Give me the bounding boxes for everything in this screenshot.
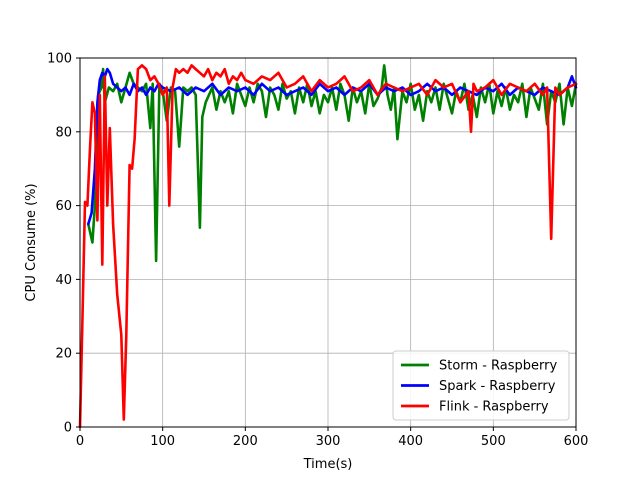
legend-label-1: Storm - Raspberry bbox=[439, 359, 557, 374]
y-tick-label: 20 bbox=[55, 347, 72, 362]
legend-box bbox=[392, 350, 570, 421]
legend-label-2: Spark - Raspberry bbox=[439, 379, 556, 394]
y-tick-label: 0 bbox=[64, 421, 72, 436]
y-tick-label: 80 bbox=[55, 125, 72, 140]
x-tick-label: 100 bbox=[150, 434, 175, 449]
y-tick-label: 60 bbox=[55, 199, 72, 214]
x-tick-label: 300 bbox=[316, 434, 341, 449]
series-layer bbox=[78, 64, 578, 429]
x-tick-label: 600 bbox=[564, 434, 589, 449]
x-axis-label: Time(s) bbox=[303, 457, 353, 472]
x-tick-label: 0 bbox=[76, 434, 84, 449]
x-tick-label: 200 bbox=[233, 434, 258, 449]
legend: Storm - Raspberry Spark - Raspberry Flink … bbox=[392, 350, 570, 421]
y-axis-label: CPU Consume (%) bbox=[24, 183, 39, 301]
x-tick-label: 500 bbox=[481, 434, 506, 449]
legend-label-3: Flink - Raspberry bbox=[439, 400, 549, 415]
x-tick-label: 400 bbox=[398, 434, 423, 449]
tick-layer: 0 100 200 300 400 500 600 0 20 40 60 80 100 bbox=[47, 52, 588, 450]
series-line-3 bbox=[78, 64, 578, 429]
y-tick-label: 100 bbox=[47, 52, 72, 67]
y-tick-label: 40 bbox=[55, 273, 72, 288]
